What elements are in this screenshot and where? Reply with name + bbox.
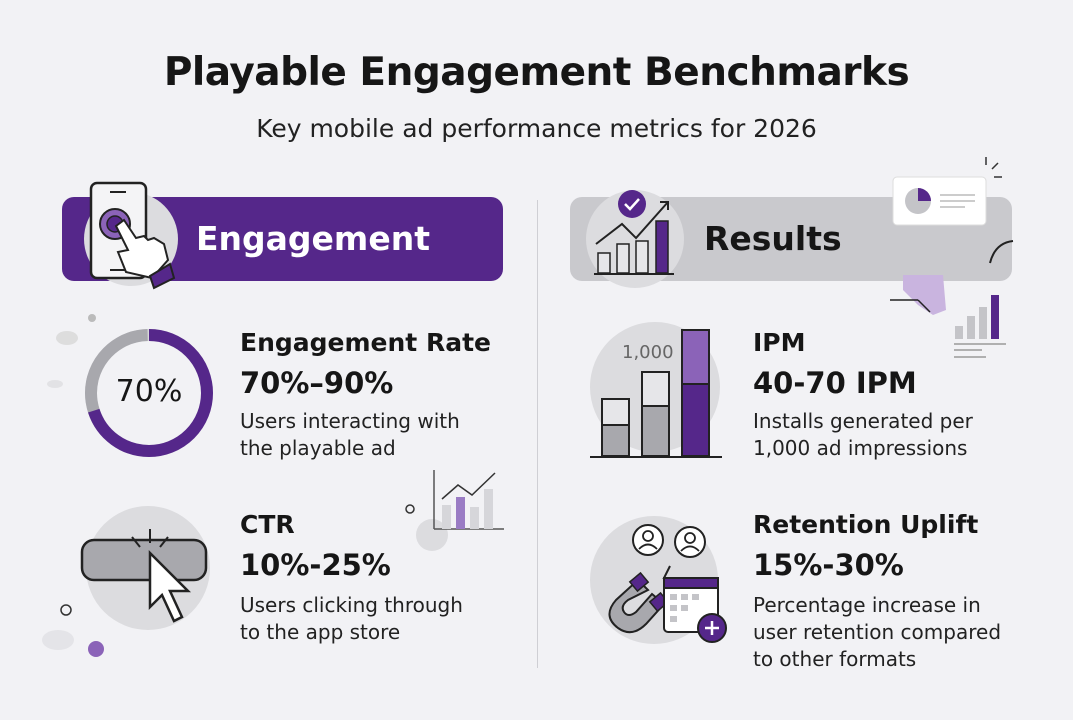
decorative-arc-icon — [989, 240, 1014, 264]
decorative-bars-icon — [890, 275, 1006, 358]
desc-line: Percentage increase in — [753, 593, 981, 617]
gauge-label: 70% — [115, 374, 183, 409]
decorative-dots — [47, 314, 96, 388]
decorative-dots — [42, 604, 104, 657]
section-label-engagement: Engagement — [196, 219, 430, 258]
desc-line: Installs generated per — [753, 409, 973, 433]
metric-description: Percentage increase in user retention co… — [753, 592, 1001, 673]
column-divider — [537, 200, 538, 668]
metric-description: Users interacting with the playable ad — [240, 408, 460, 462]
section-label-results: Results — [704, 219, 842, 258]
page-title: Playable Engagement Benchmarks — [163, 50, 910, 95]
donut-gauge-icon — [85, 329, 213, 457]
gauge-fill — [85, 329, 213, 457]
desc-line: to the app store — [240, 620, 401, 644]
metric-title: IPM — [753, 328, 806, 357]
desc-line: 1,000 ad impressions — [753, 436, 968, 460]
metric-value: 40-70 IPM — [753, 366, 917, 400]
metric-title: CTR — [240, 510, 295, 539]
desc-line: user retention compared — [753, 620, 1002, 644]
pie-card-icon — [892, 157, 1002, 226]
desc-line: the playable ad — [240, 436, 396, 460]
metric-value: 70%–90% — [240, 366, 394, 400]
growth-chart-icon — [594, 190, 674, 275]
cursor-click-icon — [80, 529, 208, 623]
magnet-users-calendar-icon — [608, 524, 727, 643]
desc-line: to other formats — [753, 647, 917, 671]
metric-description: Installs generated per 1,000 ad impressi… — [753, 408, 973, 462]
metric-value: 10%-25% — [240, 548, 391, 582]
metric-title: Retention Uplift — [753, 510, 979, 539]
bar-chart-icon — [590, 329, 722, 458]
desc-line: Users interacting with — [240, 409, 460, 433]
metric-description: Users clicking through to the app store — [240, 592, 463, 646]
tap-phone-icon — [89, 181, 176, 290]
bar-chart-label: 1,000 — [622, 342, 674, 363]
metric-value: 15%-30% — [753, 548, 904, 582]
decorative-mini-chart-icon — [405, 470, 504, 551]
desc-line: Users clicking through — [240, 593, 463, 617]
metric-title: Engagement Rate — [240, 328, 491, 357]
page-subtitle: Key mobile ad performance metrics for 20… — [256, 114, 817, 143]
